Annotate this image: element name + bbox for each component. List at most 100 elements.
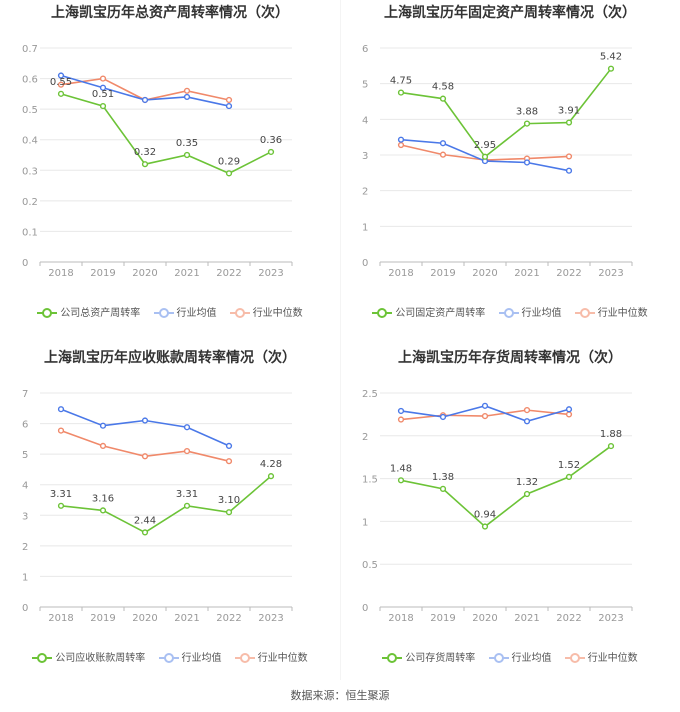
company-series-point — [397, 89, 405, 96]
y-tick-label: 7 — [22, 389, 28, 400]
chart-legend: 公司应收账款周转率 行业均值 行业中位数 — [0, 649, 340, 664]
average-series-point — [57, 72, 65, 79]
chart-panel-receivables-turnover: 0 1 2 3 4 5 6 7 2018 2019 2020 2021 2022 2023 3.31 3.16… — [0, 345, 340, 690]
chart-legend: 公司固定资产周转率 行业均值 行业中位数 — [340, 304, 680, 319]
data-label: 4.28 — [260, 459, 282, 470]
y-tick-label: 3 — [362, 151, 368, 162]
y-tick-label: 1.5 — [362, 475, 378, 486]
median-series-point — [225, 96, 233, 104]
y-tick-label: 0 — [362, 603, 368, 614]
company-series-point — [141, 161, 149, 168]
legend-marker-company — [37, 308, 58, 318]
legend-marker-company — [382, 653, 403, 663]
x-tick-label: 2020 — [132, 613, 157, 624]
chart-title: 上海凯宝历年固定资产周转率情况（次） — [384, 5, 636, 21]
legend-label: 行业中位数 — [252, 308, 303, 319]
company-series-point — [57, 90, 65, 97]
y-tick-label: 0.5 — [362, 560, 378, 571]
data-label: 3.16 — [92, 493, 114, 504]
x-tick-label: 2023 — [258, 613, 283, 624]
company-series-point — [523, 120, 531, 127]
y-tick-label: 5 — [362, 80, 368, 91]
legend-item-company[interactable]: 公司应收账款周转率 — [32, 649, 145, 664]
y-tick-label: 0.6 — [22, 75, 38, 86]
company-series-line — [400, 445, 612, 528]
legend-item-company[interactable]: 公司存货周转率 — [382, 649, 475, 664]
chart-title: 上海凯宝历年存货周转率情况（次） — [398, 350, 622, 366]
average-series-point — [439, 140, 447, 147]
data-label: 1.52 — [558, 460, 580, 471]
legend-item-median[interactable]: 行业中位数 — [234, 649, 308, 664]
y-tick-label: 2 — [362, 432, 368, 443]
data-label: 0.36 — [260, 135, 282, 146]
x-tick-label: 2020 — [472, 268, 497, 279]
legend-item-average[interactable]: 行业均值 — [498, 304, 562, 319]
data-label: 1.88 — [600, 429, 622, 440]
legend-label: 公司固定资产周转率 — [395, 308, 486, 319]
y-tick-label: 1 — [22, 572, 28, 583]
y-tick-label: 1 — [362, 517, 368, 528]
chart-plot: 0 0.1 0.2 0.3 0.4 0.5 0.6 0.7 2018 2019 2020 2021 20… — [22, 44, 293, 279]
data-label: 2.95 — [474, 140, 496, 151]
legend-item-company[interactable]: 公司固定资产周转率 — [372, 304, 485, 319]
company-series-point — [523, 490, 531, 498]
company-series-point — [565, 473, 573, 480]
y-tick-label: 5 — [22, 450, 28, 461]
average-series-point — [225, 442, 233, 449]
y-tick-label: 3 — [22, 511, 28, 522]
legend-item-company[interactable]: 公司总资产周转率 — [37, 304, 140, 319]
x-tick-label: 2023 — [598, 613, 623, 624]
x-tick-label: 2021 — [514, 613, 539, 624]
average-series-point — [565, 406, 573, 413]
median-series-point — [183, 447, 191, 455]
chart-title: 上海凯宝历年总资产周转率情况（次） — [51, 5, 289, 21]
y-tick-label: 1 — [362, 222, 368, 233]
data-label: 1.32 — [516, 477, 538, 488]
legend-item-average[interactable]: 行业均值 — [153, 304, 217, 319]
legend-label: 行业中位数 — [587, 653, 638, 664]
data-label: 0.35 — [176, 138, 198, 149]
data-label: 3.10 — [218, 495, 240, 506]
legend-item-median[interactable]: 行业中位数 — [574, 304, 648, 319]
data-label: 1.38 — [432, 472, 454, 483]
median-series-point — [57, 81, 65, 88]
y-tick-label: 2 — [22, 542, 28, 553]
y-tick-label: 4 — [22, 481, 28, 492]
company-series-point — [225, 509, 233, 516]
median-series-point — [99, 75, 107, 82]
company-series-point — [607, 442, 615, 450]
chart-panel-inventory-turnover: 0 0.5 1 1.5 2 2.5 2018 2019 2020 2021 2022 2023 1.48… — [340, 345, 680, 690]
legend-label: 公司存货周转率 — [405, 653, 476, 664]
legend-label: 行业均值 — [511, 653, 552, 664]
chart-plot: 0 1 2 3 4 5 6 2018 2019 2020 2021 2022 2023 4.75 4.58 2… — [362, 44, 633, 279]
median-series-point — [141, 453, 149, 460]
y-tick-label: 0.7 — [22, 44, 38, 55]
legend-label: 行业均值 — [176, 308, 217, 319]
company-series-point — [267, 148, 275, 156]
x-tick-label: 2022 — [216, 268, 241, 279]
legend-label: 行业均值 — [181, 653, 222, 664]
y-tick-label: 0 — [22, 603, 28, 614]
legend-label: 行业均值 — [521, 308, 562, 319]
company-series-point — [397, 477, 405, 484]
x-tick-label: 2022 — [556, 613, 581, 624]
company-series-line — [400, 68, 612, 158]
legend-marker-company — [372, 308, 393, 318]
x-tick-label: 2018 — [388, 268, 413, 279]
median-series-point — [565, 411, 573, 418]
legend-item-average[interactable]: 行业均值 — [158, 649, 222, 664]
median-series-point — [225, 458, 233, 465]
median-series-point — [99, 442, 107, 449]
company-series-point — [481, 523, 489, 530]
company-series-point — [607, 65, 615, 72]
x-tick-label: 2018 — [388, 613, 413, 624]
legend-marker-company — [32, 653, 53, 663]
legend-item-median[interactable]: 行业中位数 — [229, 304, 303, 319]
legend-item-median[interactable]: 行业中位数 — [564, 649, 638, 664]
legend-item-average[interactable]: 行业均值 — [488, 649, 552, 664]
average-series-point — [183, 93, 191, 101]
median-series-point — [397, 416, 405, 423]
data-label: 0.51 — [92, 89, 114, 100]
x-tick-label: 2019 — [90, 613, 115, 624]
data-label: 4.75 — [390, 76, 412, 87]
